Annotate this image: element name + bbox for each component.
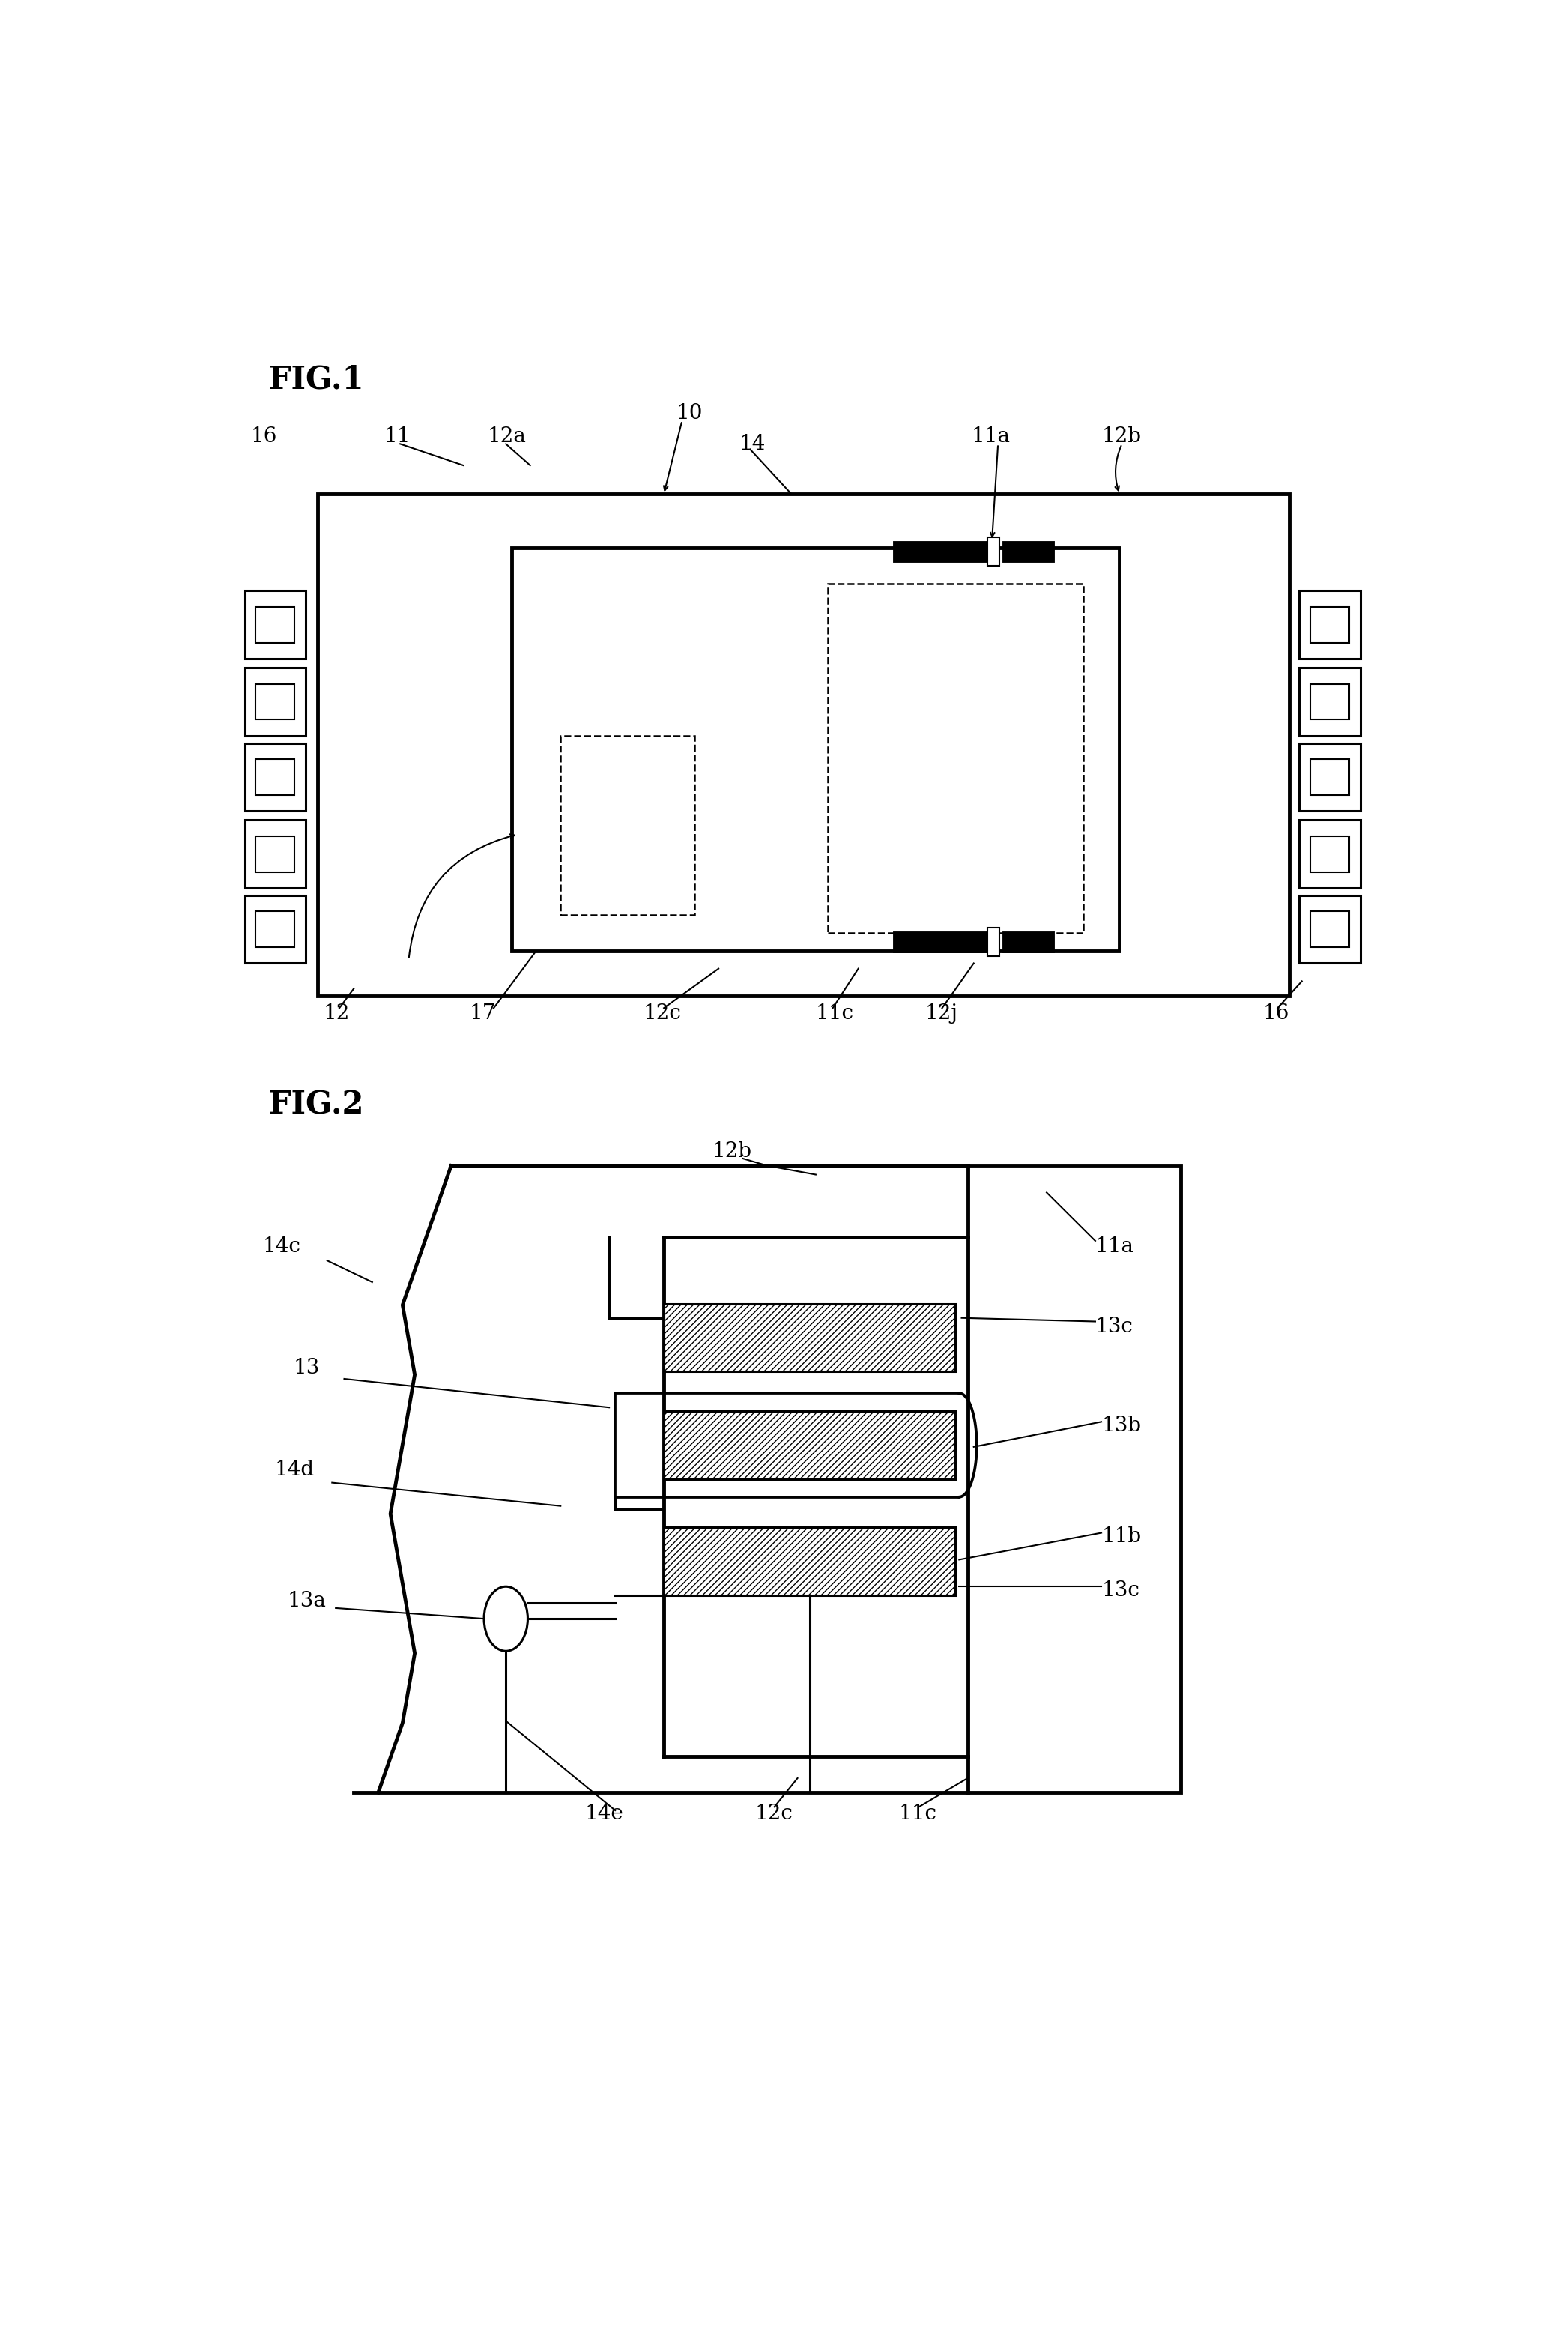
Text: 12b: 12b (1101, 426, 1142, 447)
Bar (895, 542, 986, 561)
Bar (663, 1303, 955, 1372)
Text: 13b: 13b (1101, 1414, 1142, 1435)
Text: 10: 10 (676, 402, 702, 423)
Bar (560, 735, 695, 914)
Bar (1311, 607, 1348, 642)
Bar (245, 896, 306, 963)
Text: 11c: 11c (898, 1805, 936, 1824)
Bar (1311, 684, 1348, 719)
Bar (1311, 758, 1348, 795)
Bar (256, 758, 295, 795)
Text: 11b: 11b (1101, 1526, 1142, 1547)
Bar (828, 584, 1083, 933)
Text: 11a: 11a (1094, 1235, 1134, 1256)
Bar (1300, 896, 1359, 963)
Bar (1311, 835, 1348, 872)
Text: 13c: 13c (1101, 1579, 1140, 1600)
Text: 16: 16 (251, 426, 278, 447)
Bar (1300, 591, 1359, 658)
Text: 13: 13 (293, 1358, 320, 1379)
Bar (245, 821, 306, 889)
Bar (1300, 821, 1359, 889)
Text: FIG.2: FIG.2 (270, 1089, 364, 1121)
Text: 12a: 12a (488, 426, 527, 447)
Bar (1300, 742, 1359, 812)
Bar (988, 537, 999, 565)
Text: 13a: 13a (287, 1591, 326, 1612)
Bar (988, 928, 999, 956)
Text: 17: 17 (469, 1003, 495, 1023)
Text: 13c: 13c (1094, 1317, 1134, 1337)
Text: 14c: 14c (263, 1235, 301, 1256)
Bar (256, 607, 295, 642)
Text: 12j: 12j (925, 1003, 958, 1023)
Bar (967, 1165, 1181, 1793)
Bar (1311, 912, 1348, 947)
Bar (256, 835, 295, 872)
Bar (245, 668, 306, 735)
Bar (245, 591, 306, 658)
Bar (1004, 933, 1052, 951)
Bar (245, 742, 306, 812)
Text: 12: 12 (323, 1003, 350, 1023)
Bar (317, 493, 1289, 996)
Text: 11c: 11c (815, 1003, 855, 1023)
Text: 11: 11 (384, 426, 411, 447)
Bar (895, 933, 986, 951)
Bar (663, 1528, 955, 1596)
Text: 14: 14 (739, 433, 765, 454)
Text: 12c: 12c (756, 1805, 793, 1824)
Text: 12b: 12b (712, 1142, 753, 1161)
Bar (256, 912, 295, 947)
Bar (511, 549, 1120, 951)
Text: 16: 16 (1262, 1003, 1289, 1023)
Bar (663, 1412, 955, 1479)
Text: 11a: 11a (971, 426, 1010, 447)
Bar (1300, 668, 1359, 735)
Text: 14d: 14d (274, 1461, 315, 1479)
Text: 14e: 14e (585, 1805, 624, 1824)
Text: 12c: 12c (643, 1003, 682, 1023)
Bar (1004, 542, 1052, 561)
Text: FIG.1: FIG.1 (270, 365, 364, 395)
Bar (256, 684, 295, 719)
Circle shape (485, 1586, 528, 1651)
